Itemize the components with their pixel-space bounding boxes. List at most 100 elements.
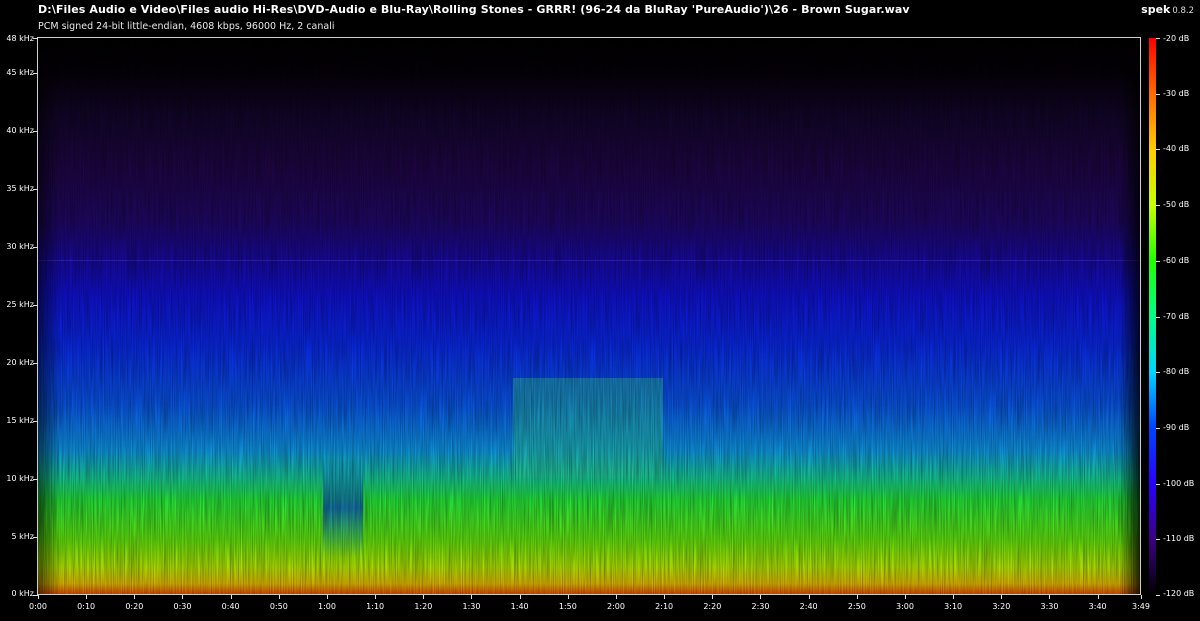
time-tick-label: 2:10 <box>655 602 674 611</box>
time-tick <box>326 595 328 599</box>
frequency-tick <box>33 595 38 596</box>
colorbar-tick-label: -20 dB <box>1163 34 1190 43</box>
time-tick-label: 2:00 <box>607 602 625 611</box>
frequency-tick <box>33 130 38 132</box>
time-tick <box>567 595 569 599</box>
time-tick-label: 2:30 <box>751 602 770 611</box>
time-tick <box>1141 595 1142 599</box>
frequency-tick-label: 0 kHz <box>11 589 34 598</box>
frequency-tick-label: 40 kHz <box>6 125 34 135</box>
frequency-tick-label: 15 kHz <box>6 415 34 425</box>
app-version: 0.8.2 <box>1172 6 1194 16</box>
time-tick-label: 3:20 <box>992 602 1011 611</box>
frequency-tick <box>33 478 38 480</box>
app-brand: spek 0.8.2 <box>1141 3 1194 16</box>
colorbar-tick <box>1156 595 1160 596</box>
time-tick <box>230 595 232 599</box>
colorbar-tick <box>1156 260 1160 262</box>
time-tick-label: 3:49 <box>1132 602 1150 611</box>
time-tick <box>615 595 617 599</box>
time-tick <box>134 595 136 599</box>
colorbar-tick <box>1156 539 1160 541</box>
colorbar-tick <box>1156 483 1160 485</box>
stream-info: PCM signed 24-bit little-endian, 4608 kb… <box>38 21 335 32</box>
time-tick-label: 1:00 <box>318 602 336 611</box>
time-tick-label: 3:40 <box>1088 602 1107 611</box>
colorbar-tick <box>1156 427 1160 429</box>
time-tick <box>278 595 280 599</box>
frequency-tick <box>33 38 38 39</box>
time-tick-label: 0:30 <box>173 602 192 611</box>
time-tick-label: 2:20 <box>703 602 722 611</box>
colorbar-tick-label: -70 dB <box>1163 311 1190 321</box>
time-tick <box>808 595 810 599</box>
frequency-tick-label: 20 kHz <box>6 357 34 367</box>
time-tick-label: 0:00 <box>29 602 47 611</box>
time-tick-label: 2:50 <box>847 602 866 611</box>
time-tick <box>664 595 666 599</box>
time-tick-label: 0:40 <box>221 602 240 611</box>
frequency-tick <box>33 188 38 190</box>
frequency-tick-label: 30 kHz <box>6 241 34 251</box>
colorbar-tick <box>1156 372 1160 374</box>
frequency-tick-label: 5 kHz <box>11 531 34 541</box>
time-tick-label: 1:10 <box>366 602 385 611</box>
colorbar-tick-label: -110 dB <box>1163 534 1195 544</box>
time-tick <box>519 595 521 599</box>
frequency-tick-label: 45 kHz <box>6 67 34 77</box>
time-tick <box>712 595 714 599</box>
colorbar-tick <box>1156 316 1160 318</box>
colorbar <box>1149 38 1156 595</box>
time-tick <box>904 595 906 599</box>
time-tick <box>423 595 425 599</box>
time-tick-label: 1:30 <box>462 602 481 611</box>
time-tick <box>471 595 473 599</box>
frequency-tick <box>33 304 38 306</box>
frequency-tick <box>33 362 38 364</box>
edge-fade <box>38 38 1141 595</box>
frequency-tick-label: 25 kHz <box>6 299 34 309</box>
spectrogram-image <box>38 38 1141 595</box>
time-tick <box>182 595 184 599</box>
time-tick-label: 3:30 <box>1040 602 1059 611</box>
colorbar-tick <box>1156 205 1160 207</box>
time-tick <box>760 595 762 599</box>
app-name: spek <box>1141 3 1171 16</box>
colorbar-tick-label: -30 dB <box>1163 88 1190 98</box>
time-tick <box>38 595 39 599</box>
frequency-tick <box>33 72 38 74</box>
frequency-tick-label: 48 kHz <box>6 34 34 43</box>
time-tick <box>953 595 955 599</box>
time-tick-label: 0:10 <box>77 602 96 611</box>
colorbar-tick-label: -90 dB <box>1163 422 1190 432</box>
colorbar-tick <box>1156 93 1160 95</box>
time-tick <box>1049 595 1051 599</box>
frequency-tick-label: 10 kHz <box>6 473 34 483</box>
colorbar-tick-label: -60 dB <box>1163 255 1190 265</box>
frequency-tick <box>33 420 38 422</box>
colorbar-tick-label: -50 dB <box>1163 200 1190 210</box>
frequency-tick <box>33 536 38 538</box>
time-tick <box>375 595 377 599</box>
time-tick-label: 3:10 <box>944 602 963 611</box>
file-path-title: D:\Files Audio e Video\Files audio Hi-Re… <box>38 3 910 16</box>
time-tick <box>1097 595 1099 599</box>
colorbar-tick-label: -120 dB <box>1163 589 1195 598</box>
colorbar-tick <box>1156 38 1160 39</box>
time-tick-label: 2:40 <box>799 602 818 611</box>
frequency-tick <box>33 246 38 248</box>
time-tick-label: 3:00 <box>896 602 914 611</box>
time-tick-label: 1:50 <box>558 602 577 611</box>
time-tick-label: 1:40 <box>510 602 529 611</box>
time-tick-label: 1:20 <box>414 602 433 611</box>
colorbar-tick-label: -80 dB <box>1163 367 1190 377</box>
frequency-tick-label: 35 kHz <box>6 183 34 193</box>
spectrogram-plot <box>38 38 1141 595</box>
colorbar-tick-label: -40 dB <box>1163 144 1190 154</box>
time-tick-label: 0:50 <box>269 602 288 611</box>
time-tick <box>856 595 858 599</box>
time-tick-label: 0:20 <box>125 602 144 611</box>
time-tick <box>86 595 88 599</box>
colorbar-tick-label: -100 dB <box>1163 478 1195 488</box>
colorbar-tick <box>1156 149 1160 151</box>
